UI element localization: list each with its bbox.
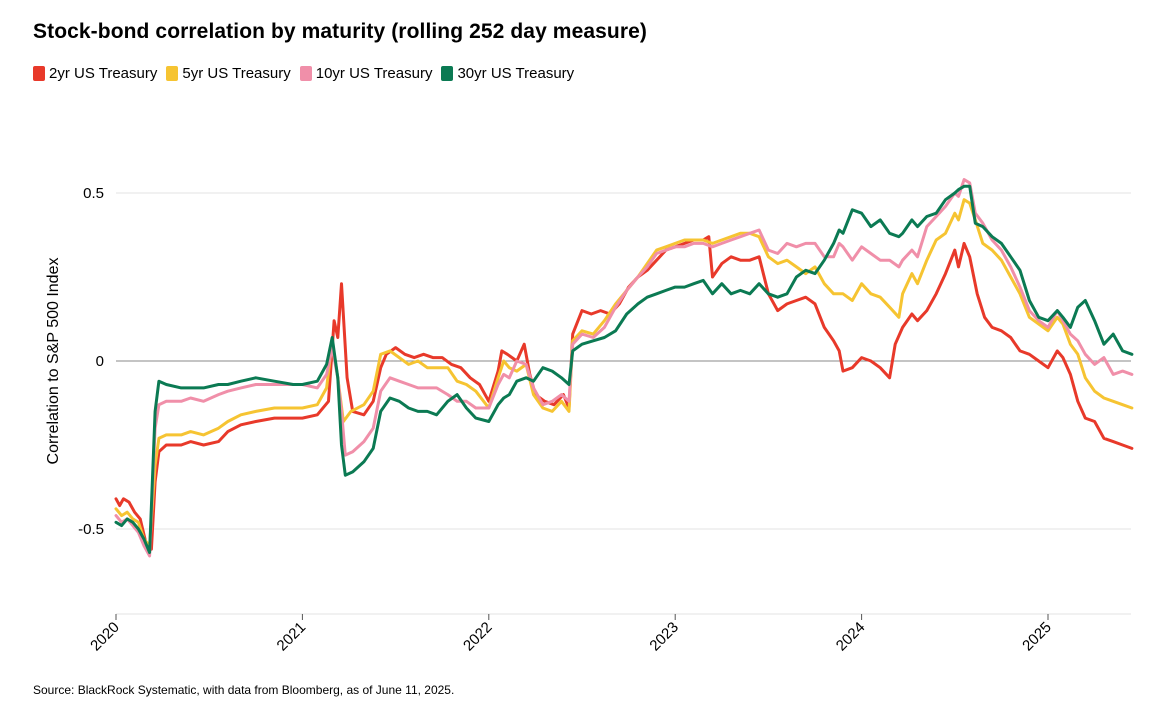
chart-legend: 2yr US Treasury 5yr US Treasury 10yr US Tr… [33,65,583,82]
legend-swatch [33,66,45,81]
x-tick-label: 2023 [646,619,682,655]
chart-title: Stock-bond correlation by maturity (roll… [33,20,647,43]
x-tick-label: 2024 [833,619,869,655]
x-tick-label: 2022 [460,619,496,655]
legend-label: 2yr US Treasury [49,65,158,82]
legend-swatch [441,66,454,81]
y-axis-label: Correlation to S&P 500 Index [45,258,62,465]
x-tick-label: 2020 [87,619,123,655]
legend-item: 5yr US Treasury [166,65,291,82]
series-line-2yr-us-treasury [114,235,1134,551]
legend-item: 2yr US Treasury [33,65,157,82]
y-tick-label: 0.5 [83,185,104,202]
legend-item: 30yr US Treasury [441,65,574,82]
source-note: Source: BlackRock Systematic, with data … [33,683,455,697]
y-tick-label: -0.5 [78,521,104,538]
legend-swatch [299,66,312,81]
legend-swatch [166,66,179,81]
legend-item: 10yr US Treasury [299,65,433,82]
legend-label: 10yr US Treasury [315,65,433,82]
y-tick-label: 0 [96,353,104,370]
x-tick-label: 2025 [1019,619,1055,655]
legend-label: 30yr US Treasury [457,65,575,82]
series-line-5yr-us-treasury [114,198,1134,548]
legend-label: 5yr US Treasury [182,65,291,82]
x-tick-label: 2021 [274,619,310,655]
series-line-30yr-us-treasury [114,184,1134,554]
